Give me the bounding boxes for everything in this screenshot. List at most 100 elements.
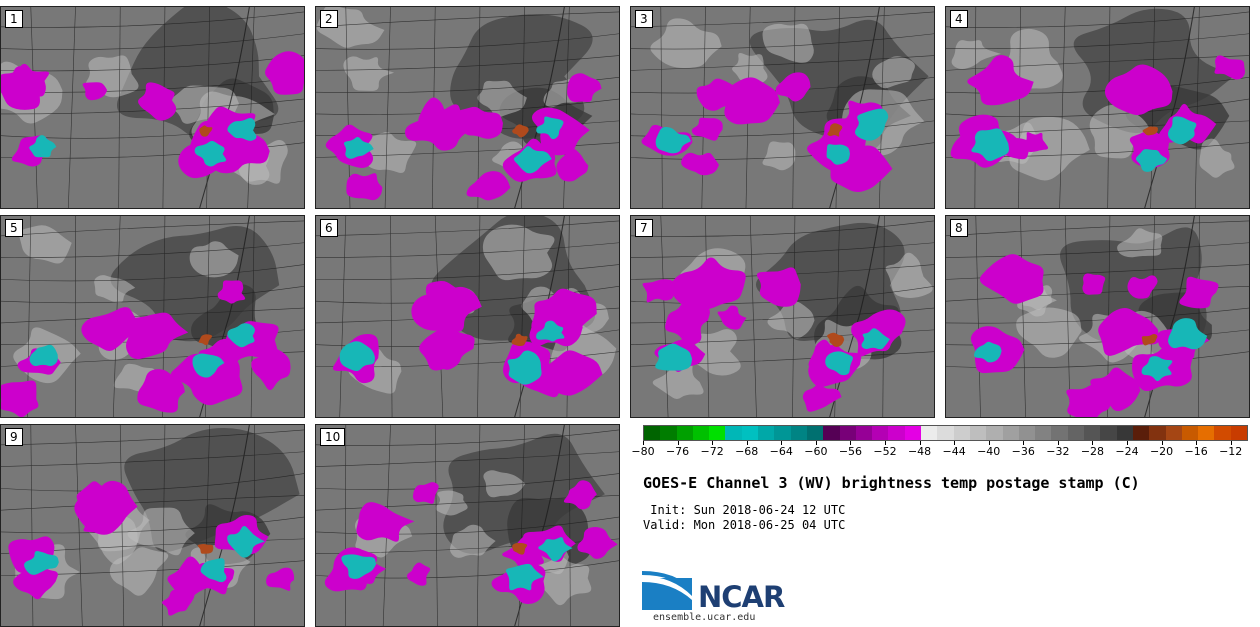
- convective-core-teal: [227, 118, 257, 141]
- border-line: [631, 98, 934, 116]
- border-line: [316, 473, 619, 490]
- colorbar-swatch: [1214, 426, 1231, 440]
- cold-cloud-magenta: [13, 560, 58, 600]
- convective-core-teal: [339, 341, 375, 372]
- colorbar-tick-label: −12: [1219, 445, 1243, 458]
- map-panel: 5: [0, 215, 305, 418]
- colorbar-swatch: [986, 426, 1003, 440]
- border-line: [384, 7, 391, 208]
- panel-number: 2: [320, 10, 338, 28]
- border-line: [631, 11, 934, 28]
- map-panel: 8: [945, 215, 1250, 418]
- colorbar-swatch: [1035, 426, 1052, 440]
- convective-core-teal: [341, 554, 377, 579]
- border-line: [1, 242, 304, 258]
- border-line: [316, 55, 619, 71]
- cold-cloud-magenta: [979, 254, 1044, 304]
- wv-map: [946, 216, 1249, 417]
- cold-cloud-magenta: [1104, 64, 1173, 116]
- wv-map: [631, 7, 934, 208]
- cold-cloud-magenta: [724, 77, 780, 125]
- moist-streak: [94, 275, 136, 303]
- colorbar-swatch: [806, 426, 824, 440]
- border-line: [792, 7, 796, 208]
- colorbar-swatch: [692, 426, 710, 440]
- wv-map: [631, 216, 934, 417]
- border-line: [946, 11, 1249, 28]
- moist-streak: [19, 225, 72, 264]
- border-line: [946, 33, 1249, 50]
- panel-number: 6: [320, 219, 338, 237]
- colorbar-swatch: [839, 426, 856, 440]
- border-line: [631, 33, 934, 50]
- colorbar-swatch: [741, 426, 759, 440]
- border-line: [316, 516, 619, 535]
- cold-cloud-magenta: [346, 173, 383, 201]
- convective-core-teal: [854, 108, 889, 141]
- map-panel: 3: [630, 6, 935, 209]
- border-line: [1, 495, 304, 511]
- coastline: [829, 216, 880, 417]
- convective-core-teal: [1168, 318, 1208, 350]
- colorbar-swatch: [1084, 426, 1101, 440]
- cold-cloud-magenta: [1089, 367, 1141, 412]
- coastline: [199, 7, 250, 208]
- warm-spot: [199, 125, 213, 137]
- map-panel: 10: [315, 424, 620, 627]
- wv-map: [946, 7, 1249, 208]
- border-line: [1059, 7, 1066, 208]
- colorbar-tick: [1196, 441, 1198, 445]
- map-panel: 6: [315, 215, 620, 418]
- border-line: [477, 216, 481, 417]
- panel-number: 5: [5, 219, 23, 237]
- convective-core-teal: [1168, 116, 1197, 145]
- border-line: [1018, 7, 1021, 208]
- warm-spot: [198, 334, 213, 346]
- convective-core-teal: [1135, 149, 1168, 172]
- moist-streak: [483, 470, 526, 498]
- border-line: [1198, 216, 1200, 417]
- map-panel: 4: [945, 6, 1250, 209]
- map-panel: 7: [630, 215, 935, 418]
- map-panel: 9: [0, 424, 305, 627]
- moist-streak: [885, 252, 933, 298]
- convective-core-teal: [655, 126, 692, 154]
- colorbar-tick-label: −52: [873, 445, 897, 458]
- colorbar-ticks: −80 −76 −72 −68 −64 −60 −56 −52 −48 −44 −40 −36 −32−…: [631, 441, 1248, 461]
- warm-spot: [197, 543, 214, 554]
- cold-cloud-magenta: [1001, 138, 1030, 160]
- cold-cloud-magenta: [12, 66, 50, 97]
- colorbar-tick: [1023, 441, 1025, 445]
- moist-streak: [1016, 307, 1082, 358]
- cold-cloud-magenta: [266, 567, 295, 591]
- warm-spot: [512, 542, 528, 555]
- border-line: [203, 425, 210, 626]
- border-line: [316, 429, 619, 446]
- colorbar-tick-label: −64: [769, 445, 793, 458]
- convective-core-teal: [227, 323, 255, 348]
- border-line: [1, 220, 304, 237]
- cold-cloud-magenta: [563, 480, 597, 510]
- colorbar-tick: [954, 441, 956, 445]
- colorbar-swatch: [1051, 426, 1068, 440]
- colorbar-swatch: [644, 426, 661, 440]
- border-line: [631, 142, 934, 160]
- border-line: [316, 264, 619, 280]
- border-line: [631, 55, 934, 71]
- ncar-logo-text: NCAR: [698, 580, 785, 614]
- border-line: [1064, 216, 1071, 417]
- colorbar-swatch: [953, 426, 970, 440]
- cold-cloud-magenta: [539, 350, 603, 396]
- colorbar-swatch: [660, 426, 677, 440]
- cold-cloud-magenta: [138, 82, 177, 121]
- cold-cloud-magenta: [670, 257, 746, 311]
- convective-core-teal: [825, 351, 853, 376]
- moist-streak: [482, 224, 555, 281]
- border-line: [68, 7, 76, 208]
- colorbar-swatch: [758, 426, 775, 440]
- border-line: [946, 55, 1249, 71]
- colorbar-tick-label: −44: [942, 445, 966, 458]
- border-line: [834, 216, 840, 417]
- cold-cloud-magenta: [802, 383, 842, 412]
- wv-map: [316, 425, 619, 626]
